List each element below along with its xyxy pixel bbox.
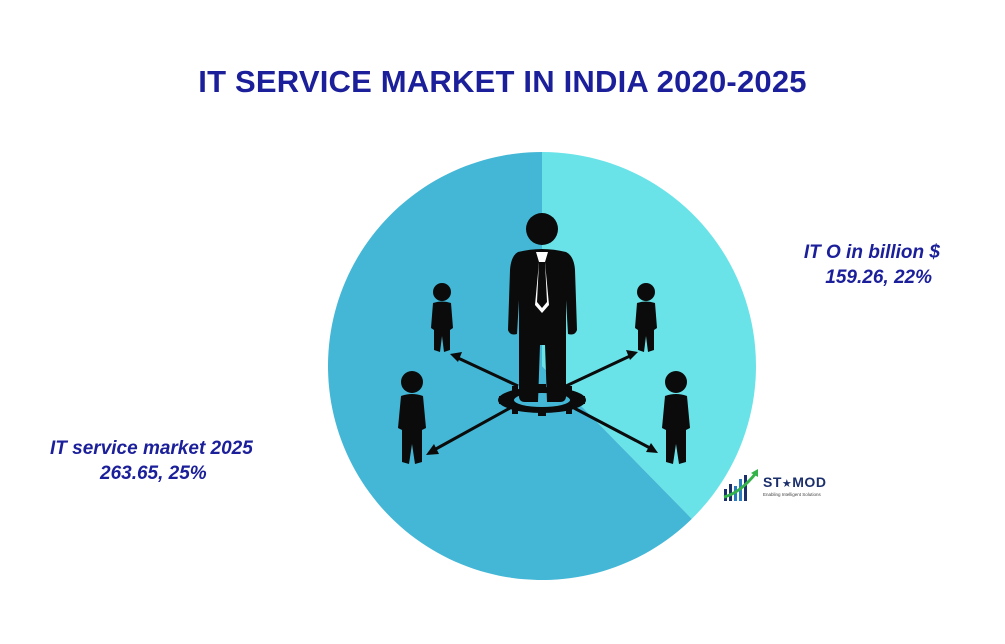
slice-label-it-service-market: IT service market 2025 263.65, 25% [50, 436, 310, 486]
logo-tagline: Enabling Intelligent Solutions [763, 492, 821, 497]
stmod-logo: ST★MOD Enabling Intelligent Solutions [722, 467, 832, 503]
slice-label-values: 263.65, 25% [100, 463, 207, 484]
arrow-icon [426, 406, 511, 455]
person-icon [431, 283, 453, 352]
arrow-icon [573, 406, 658, 453]
pie-slice-it-service-market [327, 152, 692, 580]
slice-label-name: IT O in billion $ [803, 242, 940, 263]
arrow-icon [450, 352, 519, 388]
business-people-network-icon [398, 213, 690, 464]
businessman-icon [508, 213, 577, 402]
person-icon [635, 283, 657, 352]
slice-label-name: IT service market 2025 [50, 438, 253, 459]
chart-title: IT SERVICE MARKET IN INDIA 2020-2025 [198, 64, 807, 99]
person-icon [398, 371, 426, 464]
person-icon [662, 371, 690, 464]
arrow-icon [565, 350, 638, 388]
slice-label-it-outsourcing: IT O in billion $ 159.26, 22% [768, 240, 940, 290]
slice-label-values: 159.26, 22% [825, 267, 932, 288]
logo-wordmark: ST★MOD [763, 474, 827, 490]
bar-growth-logo-icon [723, 469, 758, 501]
